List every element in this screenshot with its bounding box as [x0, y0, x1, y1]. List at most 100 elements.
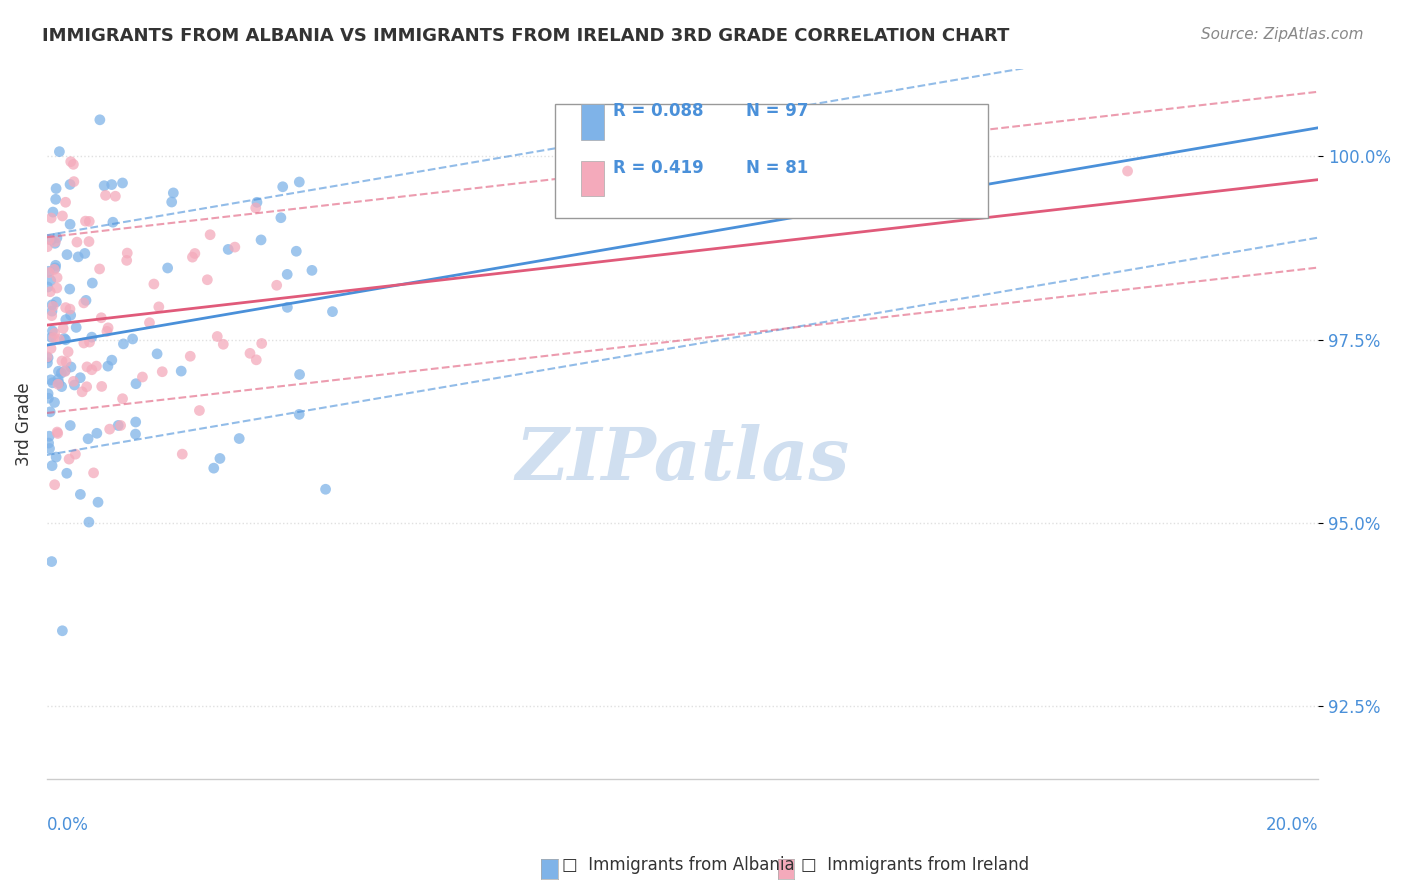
Point — [59, 282, 82, 296]
Point — [150, 365, 173, 379]
Point — [162, 186, 184, 200]
Text: □  Immigrants from Albania: □ Immigrants from Albania — [562, 856, 794, 874]
Point — [53, 332, 76, 346]
Point — [288, 368, 311, 382]
Point — [315, 483, 337, 497]
Point — [38, 442, 60, 456]
Point — [51, 366, 73, 380]
Point — [125, 415, 148, 429]
Point — [46, 270, 69, 285]
Point — [239, 346, 262, 360]
Point — [184, 246, 207, 260]
Point — [41, 376, 63, 390]
Point — [38, 266, 60, 280]
Point — [138, 316, 160, 330]
Point — [41, 309, 63, 323]
Point — [44, 326, 66, 341]
Point — [39, 330, 62, 344]
Point — [42, 330, 65, 344]
Point — [77, 515, 100, 529]
Text: R = 0.088: R = 0.088 — [613, 103, 703, 120]
Point — [62, 157, 84, 171]
Point — [181, 250, 204, 264]
Point — [39, 233, 62, 247]
Point — [67, 250, 90, 264]
Point — [58, 452, 80, 467]
Point — [101, 353, 124, 368]
Point — [288, 408, 311, 422]
Point — [179, 349, 201, 363]
Point — [79, 334, 101, 349]
Point — [51, 209, 73, 223]
Point — [107, 418, 129, 433]
Point — [80, 330, 103, 344]
Point — [198, 227, 221, 242]
Point — [86, 359, 108, 373]
Point — [55, 312, 77, 326]
Point — [37, 386, 59, 401]
Point — [44, 477, 66, 491]
Point — [97, 359, 120, 373]
Point — [39, 285, 62, 299]
Y-axis label: 3rd Grade: 3rd Grade — [15, 382, 32, 466]
FancyBboxPatch shape — [555, 104, 988, 218]
Point — [96, 325, 118, 339]
Point — [45, 181, 67, 195]
Point — [45, 294, 67, 309]
Point — [202, 461, 225, 475]
Point — [285, 244, 308, 259]
Point — [59, 359, 82, 374]
Point — [208, 451, 231, 466]
Point — [69, 487, 91, 501]
Point — [62, 375, 84, 389]
Point — [76, 359, 98, 374]
Point — [77, 214, 100, 228]
Point — [142, 277, 165, 291]
Text: N = 97: N = 97 — [747, 103, 808, 120]
Point — [271, 179, 294, 194]
Point — [86, 426, 108, 441]
Point — [73, 336, 96, 351]
Point — [270, 211, 292, 225]
Point — [37, 240, 59, 254]
Point — [77, 235, 100, 249]
Point — [228, 432, 250, 446]
Point — [188, 403, 211, 417]
Point — [117, 246, 139, 260]
Point — [44, 395, 66, 409]
Point — [110, 418, 132, 433]
Point — [245, 352, 267, 367]
Point — [101, 215, 124, 229]
Point — [51, 379, 73, 393]
Point — [65, 320, 87, 334]
Point — [245, 201, 267, 215]
Point — [39, 211, 62, 225]
Point — [42, 205, 65, 219]
Bar — [581, 104, 603, 139]
Point — [89, 112, 111, 127]
Point — [59, 302, 82, 317]
Point — [59, 418, 82, 433]
Point — [146, 347, 169, 361]
Point — [160, 194, 183, 209]
Point — [93, 178, 115, 193]
Point — [131, 370, 153, 384]
Point — [217, 243, 239, 257]
Point — [1116, 164, 1139, 178]
Point — [170, 364, 193, 378]
Point — [77, 432, 100, 446]
Point — [39, 342, 62, 356]
Point — [100, 178, 122, 192]
Point — [301, 263, 323, 277]
Point — [48, 145, 70, 159]
Text: N = 81: N = 81 — [747, 159, 808, 177]
Point — [76, 380, 98, 394]
Point — [63, 378, 86, 392]
Point — [75, 214, 97, 228]
Point — [55, 301, 77, 315]
Point — [41, 298, 63, 312]
Point — [63, 175, 86, 189]
Point — [125, 376, 148, 391]
Point — [51, 624, 73, 638]
Point — [90, 379, 112, 393]
